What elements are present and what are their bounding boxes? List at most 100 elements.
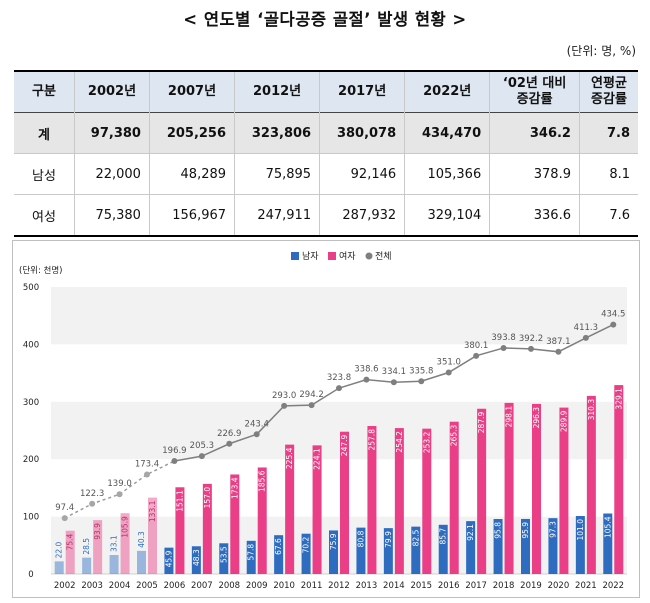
fracture-chart: 0 100 200 300 400 500 (단위: 천명) 남자 여자 전체 22.0 75.4 20… bbox=[19, 250, 627, 591]
data-label-male: 57.8 bbox=[247, 544, 256, 561]
bar-female bbox=[230, 474, 240, 574]
bar-male bbox=[274, 535, 284, 574]
x-tick-label: 2009 bbox=[246, 581, 268, 591]
bar-male bbox=[575, 516, 585, 574]
x-tick-label: 2020 bbox=[548, 581, 570, 591]
table-cell: 7.6 bbox=[578, 194, 638, 237]
x-tick-label: 2014 bbox=[383, 581, 405, 591]
legend-marker-total bbox=[365, 252, 373, 260]
data-label-male: 80.8 bbox=[356, 530, 365, 547]
data-label-female: 329.1 bbox=[614, 388, 623, 410]
data-label-female: 133.1 bbox=[148, 500, 157, 522]
data-label-male: 75.9 bbox=[329, 533, 338, 550]
x-tick-label: 2018 bbox=[493, 581, 515, 591]
total-value-label: 294.2 bbox=[299, 390, 323, 400]
total-value-label: 351.0 bbox=[437, 358, 461, 368]
data-label-female: 265.3 bbox=[450, 425, 459, 447]
data-label-female: 298.1 bbox=[505, 406, 514, 428]
total-value-label: 243.4 bbox=[245, 419, 269, 429]
data-label-female: 296.3 bbox=[532, 407, 541, 429]
data-label-male: 82.5 bbox=[411, 529, 420, 546]
row-label: 계 bbox=[14, 112, 75, 154]
total-value-label: 196.9 bbox=[162, 446, 186, 456]
total-point bbox=[528, 345, 534, 352]
bar-male bbox=[246, 540, 256, 574]
table-cell: 92,146 bbox=[319, 153, 405, 195]
col-header-2022: 2022년 bbox=[404, 71, 490, 113]
bar-male bbox=[438, 524, 448, 574]
total-point bbox=[61, 515, 68, 522]
data-label-female: 254.2 bbox=[395, 431, 404, 453]
stats-table: 구분 2002년 2007년 2012년 2017년 2022년 ‘02년 대비… bbox=[14, 70, 638, 237]
total-point bbox=[253, 431, 260, 438]
table-cell: 329,104 bbox=[404, 194, 490, 237]
bar-male bbox=[356, 527, 366, 574]
bar-female bbox=[477, 408, 487, 574]
col-header-2017: 2017년 bbox=[319, 71, 405, 113]
data-label-female: 185.6 bbox=[258, 470, 267, 492]
x-tick-label: 2008 bbox=[218, 581, 240, 591]
data-label-female: 157.0 bbox=[203, 487, 212, 509]
total-value-label: 411.3 bbox=[574, 323, 598, 333]
data-label-female: 93.9 bbox=[93, 523, 102, 540]
bar-female bbox=[504, 402, 514, 574]
table-cell: 323,806 bbox=[234, 112, 320, 154]
legend-swatch-female bbox=[328, 252, 336, 260]
bar-male bbox=[329, 530, 338, 574]
data-label-male: 95.9 bbox=[521, 522, 530, 539]
col-header-annual-rate-label: 연평균 증감률 bbox=[591, 76, 627, 107]
total-line-estimated bbox=[64, 460, 175, 519]
total-point bbox=[281, 402, 288, 409]
total-point bbox=[473, 352, 480, 359]
data-label-female: 310.3 bbox=[587, 399, 596, 421]
x-tick-label: 2016 bbox=[438, 581, 460, 591]
total-value-label: 393.8 bbox=[491, 333, 515, 343]
bar-female bbox=[559, 407, 569, 574]
bar-male bbox=[191, 546, 201, 574]
data-label-female: 257.8 bbox=[367, 429, 376, 451]
bar-male bbox=[219, 543, 229, 574]
total-value-label: 323.8 bbox=[327, 373, 351, 383]
table-cell: 434,470 bbox=[404, 112, 490, 154]
data-label-female: 173.4 bbox=[230, 477, 239, 499]
y-tick-label: 0 bbox=[28, 570, 33, 580]
total-point bbox=[390, 379, 397, 386]
total-value-label: 434.5 bbox=[601, 310, 625, 320]
table-cell: 287,932 bbox=[319, 194, 405, 237]
table-cell: 346.2 bbox=[489, 112, 580, 154]
table-cell: 378.9 bbox=[489, 153, 580, 195]
col-header-2012: 2012년 bbox=[234, 71, 320, 113]
bar-female bbox=[285, 444, 295, 574]
table-cell: 48,289 bbox=[148, 153, 235, 195]
total-point bbox=[363, 376, 370, 383]
bar-male bbox=[466, 521, 476, 574]
data-label-male: 28.5 bbox=[82, 538, 91, 555]
table-cell: 7.8 bbox=[578, 112, 638, 154]
bar-female bbox=[449, 421, 459, 574]
total-point bbox=[445, 369, 452, 376]
bar-female bbox=[120, 513, 130, 574]
table-cell: 22,000 bbox=[74, 153, 150, 195]
y-tick-label: 100 bbox=[23, 513, 39, 523]
total-value-label: 205.3 bbox=[190, 441, 214, 451]
table-cell: 75,895 bbox=[234, 153, 320, 195]
x-tick-label: 2021 bbox=[575, 581, 597, 591]
bar-male bbox=[603, 513, 613, 574]
table-cell: 8.1 bbox=[578, 153, 638, 195]
bar-female bbox=[175, 487, 185, 574]
data-label-female: 287.9 bbox=[477, 412, 486, 434]
total-point bbox=[198, 453, 205, 460]
data-label-male: 97.3 bbox=[548, 521, 557, 538]
legend-label-total: 전체 bbox=[375, 251, 392, 262]
bar-female bbox=[65, 530, 75, 574]
col-header-category: 구분 bbox=[14, 71, 75, 113]
data-label-female: 151.1 bbox=[175, 490, 184, 512]
bar-male bbox=[411, 526, 421, 574]
x-tick-label: 2005 bbox=[136, 581, 158, 591]
total-point bbox=[336, 385, 342, 392]
legend-label-male: 남자 bbox=[302, 251, 319, 262]
x-tick-label: 2013 bbox=[356, 581, 378, 591]
total-value-label: 380.1 bbox=[464, 341, 488, 351]
bar-female bbox=[257, 467, 267, 574]
total-value-label: 293.0 bbox=[272, 391, 296, 401]
